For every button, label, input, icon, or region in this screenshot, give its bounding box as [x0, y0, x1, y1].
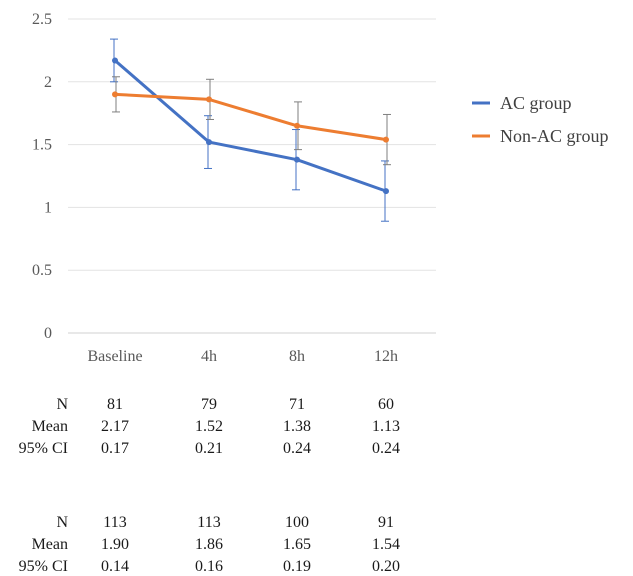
table-cell: 1.90 — [85, 536, 145, 554]
table-cell: 0.20 — [356, 558, 416, 576]
y-axis-tick-labels: 0 0.5 1 1.5 2 2.5 — [32, 11, 52, 342]
x-axis-tick-labels: Baseline 4h 8h 12h — [87, 348, 398, 365]
x-tick-label: 8h — [289, 348, 305, 365]
table-row-label: Mean — [0, 418, 68, 436]
data-point — [383, 137, 389, 143]
table-cell: 1.65 — [267, 536, 327, 554]
table-row-label: N — [0, 514, 68, 532]
table-cell: 0.14 — [85, 558, 145, 576]
y-tick-label: 0.5 — [32, 262, 52, 279]
error-bars — [110, 39, 391, 221]
series-line-non-ac-group — [115, 94, 386, 139]
table-row-label: 95% CI — [0, 440, 68, 458]
table-cell: 2.17 — [85, 418, 145, 436]
data-point — [112, 57, 118, 63]
y-tick-label: 1 — [44, 199, 52, 216]
table-cell: 71 — [267, 396, 327, 414]
x-tick-label: 4h — [201, 348, 217, 365]
table-cell: 0.16 — [179, 558, 239, 576]
table-row-label: Mean — [0, 536, 68, 554]
data-point — [112, 91, 118, 97]
line-chart: 0 0.5 1 1.5 2 2.5 Baseline 4h 8h 12h AC group Non… — [0, 0, 633, 370]
legend-label: Non-AC group — [500, 126, 609, 146]
table-cell: 1.38 — [267, 418, 327, 436]
table-row-label: N — [0, 396, 68, 414]
table-row-label: 95% CI — [0, 558, 68, 576]
table-cell: 113 — [85, 514, 145, 532]
table-cell: 0.24 — [356, 440, 416, 458]
y-tick-label: 0 — [44, 325, 52, 342]
x-tick-label: 12h — [374, 348, 398, 365]
data-point — [294, 157, 300, 163]
table-cell: 0.17 — [85, 440, 145, 458]
data-point — [383, 188, 389, 194]
y-tick-label: 2 — [44, 74, 52, 91]
table-cell: 1.86 — [179, 536, 239, 554]
series-line-ac-group — [115, 60, 386, 191]
table-cell: 113 — [179, 514, 239, 532]
data-point — [206, 96, 212, 102]
table-cell: 0.21 — [179, 440, 239, 458]
table-cell: 60 — [356, 396, 416, 414]
legend-label: AC group — [500, 93, 572, 113]
table-cell: 79 — [179, 396, 239, 414]
table-cell: 100 — [267, 514, 327, 532]
data-point — [294, 123, 300, 129]
table-cell: 0.19 — [267, 558, 327, 576]
y-tick-label: 1.5 — [32, 137, 52, 154]
table-cell: 0.24 — [267, 440, 327, 458]
table-cell: 1.52 — [179, 418, 239, 436]
table-cell: 81 — [85, 396, 145, 414]
table-cell: 91 — [356, 514, 416, 532]
series-lines — [112, 57, 389, 194]
data-point — [206, 139, 212, 145]
legend: AC group Non-AC group — [472, 93, 609, 146]
table-cell: 1.54 — [356, 536, 416, 554]
table-cell: 1.13 — [356, 418, 416, 436]
x-tick-label: Baseline — [87, 348, 142, 365]
y-tick-label: 2.5 — [32, 11, 52, 28]
